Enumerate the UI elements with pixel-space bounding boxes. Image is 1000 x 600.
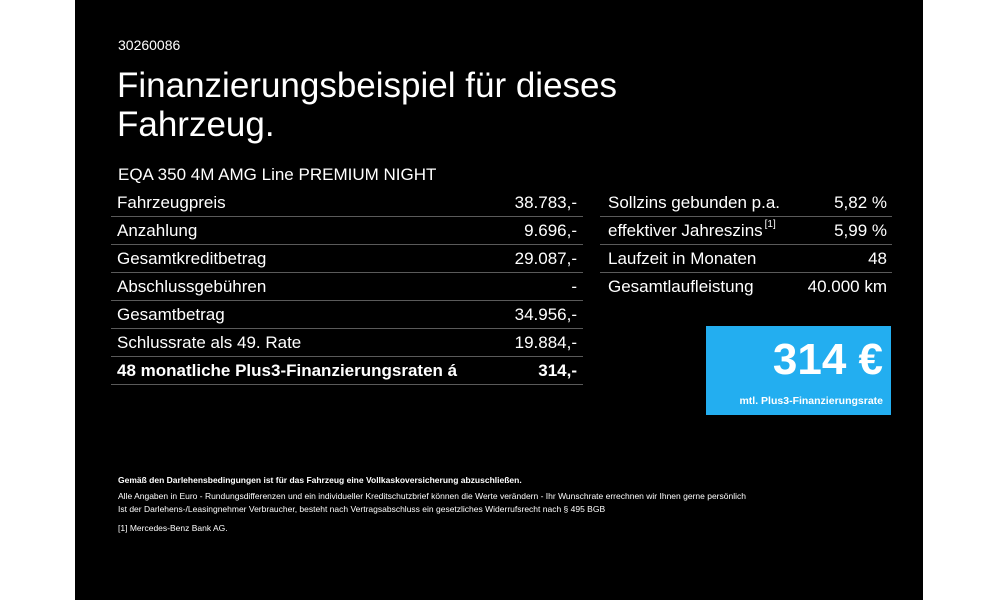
row-label: Fahrzeugpreis	[117, 192, 226, 212]
footnote-marker: [1]	[764, 218, 776, 230]
row-label-group: effektiver Jahreszins [1]	[608, 218, 776, 241]
monthly-rate-box: 314 € mtl. Plus3-Finanzierungsrate	[706, 326, 891, 415]
row-label: Anzahlung	[117, 220, 198, 240]
table-row: Fahrzeugpreis 38.783,-	[111, 189, 583, 217]
table-row-monthly-rate: 48 monatliche Plus3-Finanzierungsraten á…	[111, 357, 583, 385]
interest-table: Sollzins gebunden p.a. 5,82 % effektiver…	[600, 189, 892, 301]
row-value: -	[571, 276, 577, 296]
row-label: effektiver Jahreszins	[608, 220, 763, 240]
footnote-text: Mercedes-Benz Bank AG.	[129, 523, 228, 533]
table-row: Gesamtbetrag 34.956,-	[111, 301, 583, 329]
row-label: Abschlussgebühren	[117, 276, 267, 296]
row-label: Gesamtkreditbetrag	[117, 248, 267, 268]
monthly-rate-caption: mtl. Plus3-Finanzierungsrate	[739, 395, 883, 407]
row-value: 5,99 %	[834, 220, 887, 240]
monthly-rate-amount: 314 €	[772, 335, 883, 384]
table-row: Sollzins gebunden p.a. 5,82 %	[600, 189, 892, 217]
insurance-note: Gemäß den Darlehensbedingungen ist für d…	[118, 475, 522, 485]
table-row: Gesamtlaufleistung 40.000 km	[600, 273, 892, 301]
row-value: 48	[868, 248, 887, 268]
table-row: Anzahlung 9.696,-	[111, 217, 583, 245]
legal-footer: Gemäß den Darlehensbedingungen ist für d…	[118, 474, 888, 535]
table-row: effektiver Jahreszins [1] 5,99 %	[600, 217, 892, 245]
row-label: Gesamtlaufleistung	[608, 277, 754, 296]
disclaimer-line: Alle Angaben in Euro - Rundungsdifferenz…	[118, 491, 746, 501]
row-label: Laufzeit in Monaten	[608, 248, 757, 268]
reference-number: 30260086	[118, 37, 181, 53]
row-label: Sollzins gebunden p.a.	[608, 192, 781, 212]
row-value: 9.696,-	[524, 220, 577, 240]
row-value: 29.087,-	[514, 248, 577, 268]
footnote: [1] Mercedes-Benz Bank AG.	[118, 522, 888, 535]
row-value: 38.783,-	[514, 192, 577, 212]
row-label: 48 monatliche Plus3-Finanzierungsraten á	[117, 360, 458, 380]
footnote-marker: [1]	[118, 523, 128, 533]
table-row: Laufzeit in Monaten 48	[600, 245, 892, 273]
withdrawal-note: Ist der Darlehens-/Leasingnehmer Verbrau…	[118, 504, 606, 514]
row-value: 34.956,-	[514, 304, 577, 324]
vehicle-model: EQA 350 4M AMG Line PREMIUM NIGHT	[118, 165, 437, 184]
page-title: Finanzierungsbeispiel für dieses Fahrzeu…	[117, 66, 617, 144]
table-row: Schlussrate als 49. Rate 19.884,-	[111, 329, 583, 357]
financing-table: Fahrzeugpreis 38.783,- Anzahlung 9.696,-…	[111, 189, 583, 385]
table-row: Gesamtkreditbetrag 29.087,-	[111, 245, 583, 273]
row-value: 314,-	[538, 360, 577, 380]
row-value: 40.000 km	[807, 277, 887, 296]
row-value: 5,82 %	[834, 192, 887, 212]
row-value: 19.884,-	[514, 332, 577, 352]
row-label: Schlussrate als 49. Rate	[117, 332, 302, 352]
row-label: Gesamtbetrag	[117, 304, 225, 324]
table-row: Abschlussgebühren -	[111, 273, 583, 301]
financing-sheet: 30260086 Finanzierungsbeispiel für diese…	[75, 0, 923, 600]
